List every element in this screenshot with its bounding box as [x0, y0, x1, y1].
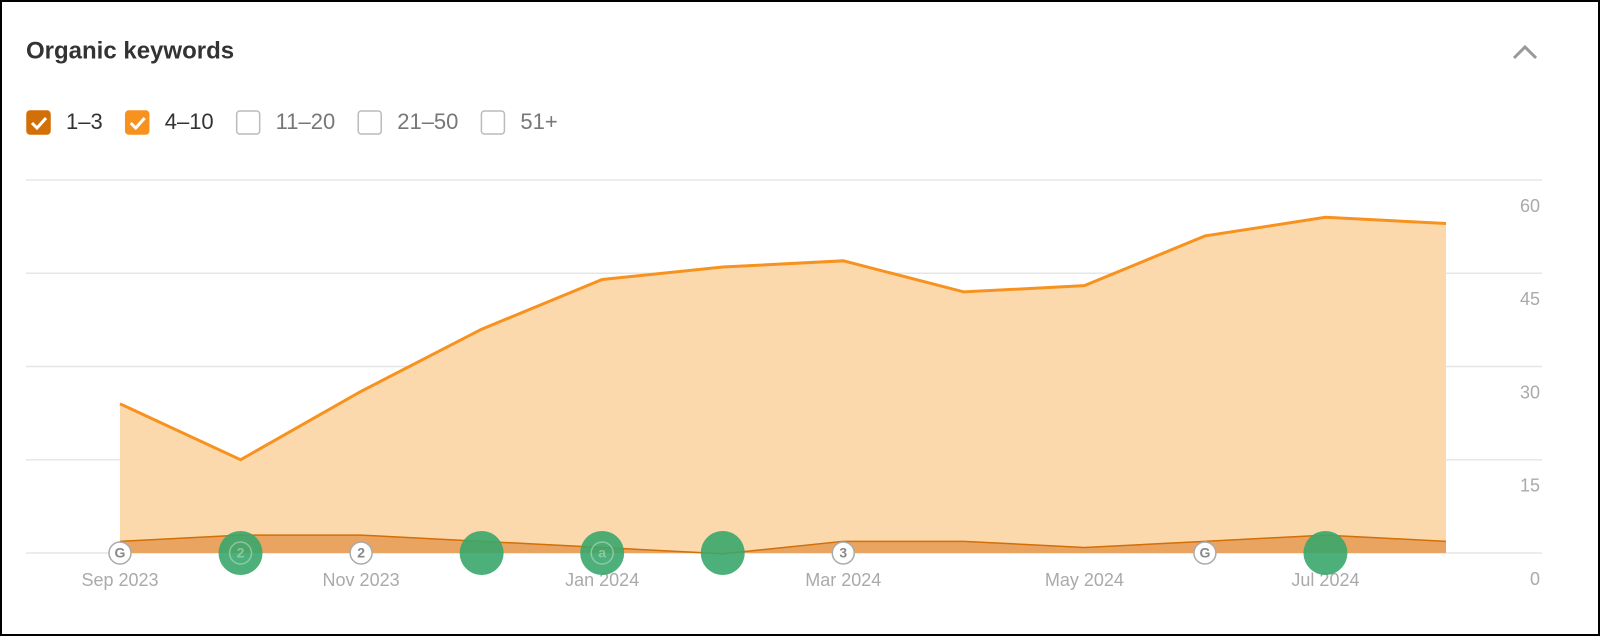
event-label: G	[115, 545, 126, 561]
event-icon[interactable]	[831, 541, 856, 565]
event-label: G	[1199, 545, 1210, 561]
x-tick-label: Mar 2024	[805, 570, 881, 590]
event-label: 2	[237, 545, 245, 561]
line	[119, 215, 1447, 462]
y-tick-label: 0	[1530, 569, 1540, 589]
checkbox[interactable]	[480, 110, 506, 135]
x-tick-label: May 2024	[1045, 570, 1124, 590]
collapse-chevron[interactable]	[1512, 44, 1538, 60]
legend-label: 11–20	[276, 109, 336, 134]
checkbox[interactable]	[235, 110, 261, 135]
legend-label: 21–50	[397, 109, 458, 134]
area	[120, 534, 1446, 553]
event-marker[interactable]	[580, 531, 625, 575]
legend-item[interactable]: 51+	[480, 109, 558, 135]
event-label: a	[598, 545, 606, 561]
event-marker[interactable]	[700, 531, 745, 575]
legend-label: 1–3	[66, 109, 103, 134]
event-label: 3	[839, 545, 847, 561]
event-marker[interactable]	[459, 531, 504, 575]
legend-label: 4–10	[165, 109, 214, 134]
legend-item[interactable]: 1–3	[26, 109, 103, 135]
y-tick-label: 60	[1520, 196, 1540, 216]
event-icon[interactable]	[349, 541, 373, 565]
checkbox[interactable]	[124, 110, 150, 135]
event-label: 2	[357, 545, 365, 561]
x-tick-label: Sep 2023	[81, 570, 158, 590]
event-marker[interactable]	[218, 531, 263, 575]
event-icon	[228, 541, 253, 565]
y-tick-label: 45	[1520, 289, 1540, 309]
event-icon[interactable]	[1193, 541, 1217, 565]
legend-label: 51+	[520, 109, 557, 134]
legend-item[interactable]: 11–20	[235, 109, 336, 135]
y-tick-label: 15	[1520, 476, 1540, 496]
area	[120, 217, 1446, 554]
event-icon[interactable]	[108, 541, 132, 565]
chart-title: Organic keywords	[26, 37, 234, 64]
checkbox[interactable]	[357, 110, 382, 135]
x-tick-label: Jan 2024	[565, 570, 639, 590]
x-tick-label: Jul 2024	[1291, 570, 1359, 590]
checkmark	[129, 116, 146, 131]
y-tick-label: 30	[1520, 382, 1540, 402]
event-marker[interactable]	[1303, 531, 1348, 575]
event-icon	[590, 541, 614, 565]
legend-item[interactable]: 21–50	[357, 109, 458, 135]
checkbox[interactable]	[26, 110, 51, 135]
checkmark	[30, 116, 48, 131]
legend-item[interactable]: 4–10	[124, 109, 214, 135]
x-tick-label: Nov 2023	[323, 570, 400, 590]
